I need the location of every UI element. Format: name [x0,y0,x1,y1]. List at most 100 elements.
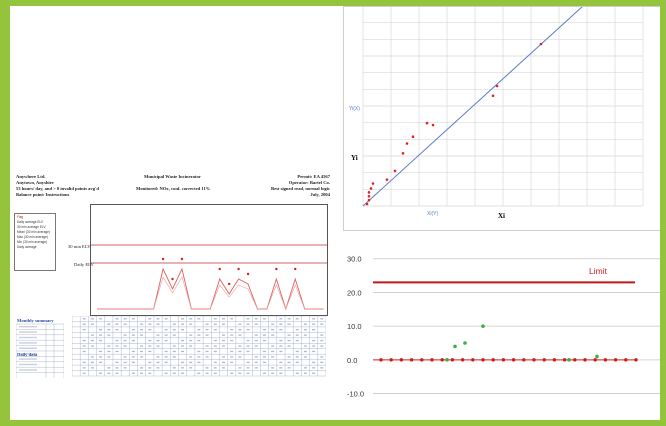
control-point [440,358,444,362]
legend-item-3: Mean (30 min average) [17,230,50,234]
control-point [379,358,383,362]
ref-label-30min: 30 min ELV [68,244,91,249]
report-right-line-1: Permit: EA 4567 [297,174,330,179]
control-point [562,358,567,362]
control-green-point [567,358,571,362]
scatter-point [369,187,373,190]
y-tick-label: 30.0 [347,255,362,264]
scatter-point [393,169,397,173]
control-point [522,358,526,362]
control-green-point [463,341,467,345]
scatter-y-label: Yi [351,154,358,162]
control-green-point [481,324,485,328]
y-tick-label: 0.0 [347,356,357,365]
daily-values-grid [72,316,326,377]
report-left-line-1: Anywhere Ltd. [16,174,46,179]
daily-emissions-plot [90,204,328,316]
series-mean-line [97,276,324,310]
y-tick-label: 10.0 [347,322,362,331]
canvas-area: Anywhere Ltd. Anytown, Anyshire 53 hours… [10,6,660,420]
legend-item-6: Daily average [17,245,37,249]
control-point [552,358,557,362]
control-point [481,358,485,362]
daily-data-heading: Daily data [17,352,38,357]
series-max-point [275,267,278,271]
control-chart-svg: 30.020.010.00.0-10.0-20.0 [347,255,660,399]
scatter-x-ref-label: Xi(Y) [427,211,439,217]
scatter-point [425,121,429,125]
series-max-point [161,257,165,261]
control-point [471,358,475,362]
scatter-point [431,123,435,127]
control-green-point [445,358,449,362]
series-max-point [218,267,221,271]
control-point [613,358,618,362]
control-point [573,358,577,362]
control-point [511,358,516,362]
scatter-point [495,84,499,88]
scatter-point [365,202,369,206]
control-point [593,358,597,362]
report-subtitle: Monitored: NOx, conf. corrected 11% [136,186,211,191]
series-daily-line [97,267,324,311]
control-point [532,358,536,362]
scatter-point [367,194,371,198]
scatter-point [491,94,495,98]
control-point [399,358,404,362]
legend-item-5: Min (30 min average) [17,240,48,244]
control-point [409,358,414,362]
series-max-point [237,267,240,271]
report-right-line-4: July, 2004 [310,192,330,197]
scatter-point [367,198,371,202]
y-tick-label: 20.0 [347,288,362,297]
scatter-y-ref-label: Yi(X) [349,106,360,112]
control-point [542,358,546,362]
scatter-point [539,42,543,46]
series-max-point [227,282,231,286]
scatter-point [405,142,409,145]
report-legend: Flag Daily average ELV 30 min average EL… [14,213,56,271]
monthly-summary-table: Monthly summary Daily data [16,318,64,380]
scatter-point [367,191,371,194]
legend-item-1: Daily average ELV [17,220,44,224]
scatter-point [401,152,405,155]
correlation-scatter-svg [362,6,644,207]
control-green-point [595,354,599,359]
control-chart-panel: 30.020.010.00.0-10.0-20.0 Limit [343,244,660,420]
control-point [430,358,434,362]
scatter-border [343,6,660,231]
daily-emissions-svg [91,244,327,311]
scatter-point [385,178,389,181]
control-point [603,358,608,362]
legend-item-4: Max (30 min average) [17,235,49,239]
control-point [624,358,628,362]
control-point [501,358,506,362]
report-left-line-4: Balance point: Instructions [16,192,70,197]
report-series [97,257,324,311]
series-max-point [294,267,297,271]
legend-item-2: 30 min average ELV [17,225,46,229]
correlation-scatter-panel: Yi Xi Yi(X) Xi(Y) [343,6,660,231]
scatter-point [411,135,415,139]
control-point [420,358,424,362]
report-right-line-3: Best signed read, normal logic [271,186,330,191]
series-max-point [171,277,174,281]
regression-line [362,6,584,207]
control-green-point [453,344,457,349]
limit-label: Limit [589,266,607,276]
series-max-point [246,272,250,276]
y-tick-label: -10.0 [347,390,364,399]
report-left-line-2: Anytown, Anyshire [16,180,54,185]
report-left-line-3: 53 hours/ day, and > 0 invalid points av… [16,186,99,191]
control-point [389,358,393,362]
monthly-summary-grid [16,323,64,378]
series-max-point [180,257,184,261]
scatter-point [371,182,375,185]
scatter-x-label: Xi [498,212,505,220]
report-right-line-2: Operator: Bartel Co. [288,180,330,185]
report-title: Municipal Waste Incinerator [144,174,201,179]
monthly-summary-heading: Monthly summary [17,318,54,323]
ref-label-daily: Daily ELV [74,262,94,267]
control-point [460,358,465,362]
